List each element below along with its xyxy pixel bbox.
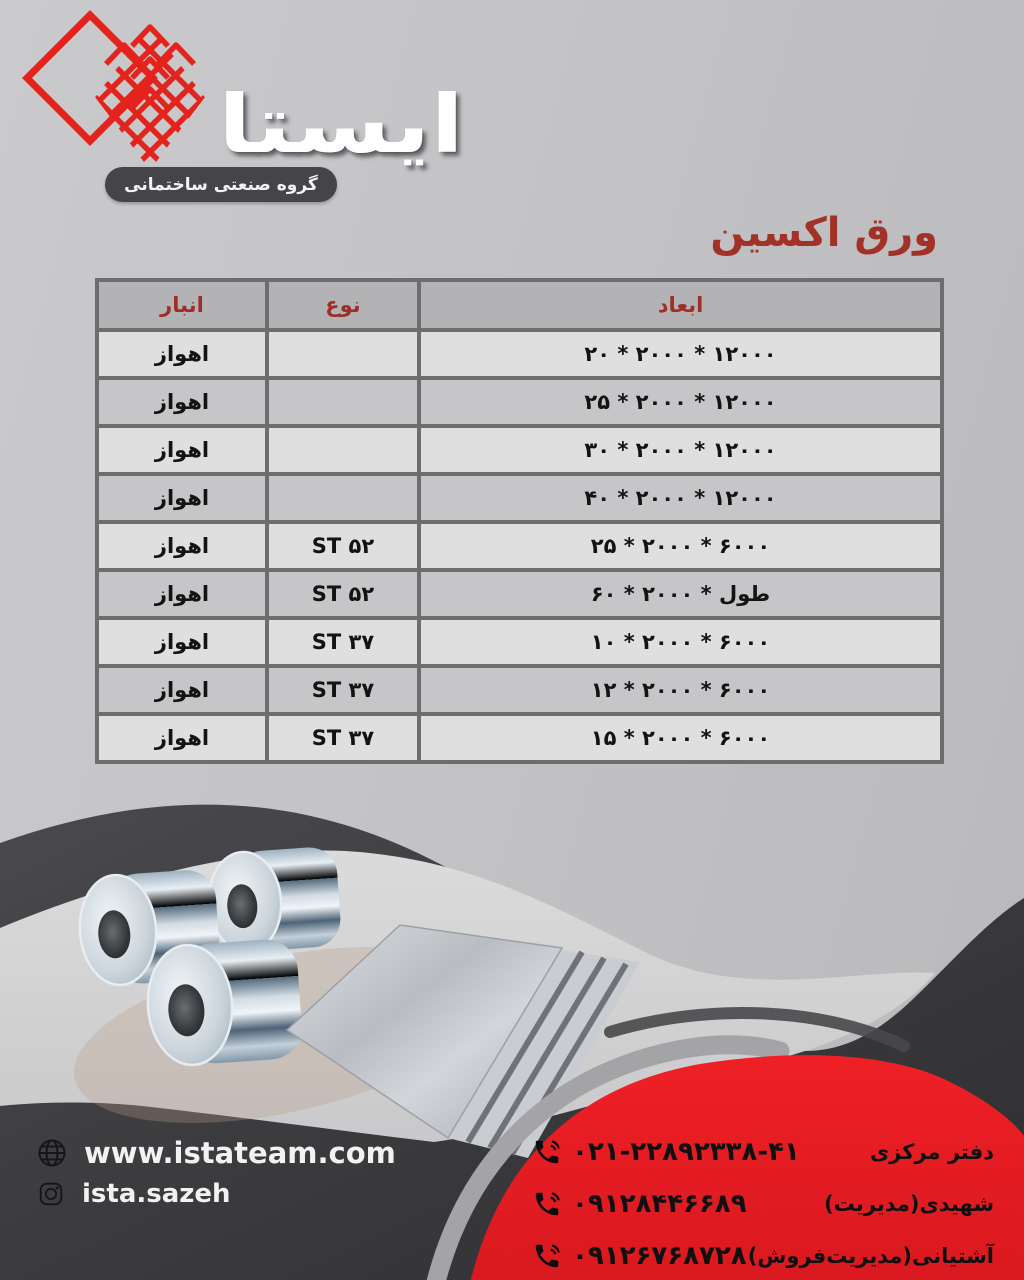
table-row: اهواز ۱۲۰۰۰ * ۲۰۰۰ * ۴۰ xyxy=(95,472,944,524)
table-row: اهواز ST ۳۷ ۶۰۰۰ * ۲۰۰۰ * ۱۰ xyxy=(95,616,944,668)
warehouse-cell: اهواز xyxy=(95,328,269,380)
type-cell xyxy=(265,328,421,380)
page-title: ورق اکسین xyxy=(710,210,938,256)
warehouse-cell: اهواز xyxy=(95,424,269,476)
table-row: اهواز ST ۵۲ طول * ۲۰۰۰ * ۶۰ xyxy=(95,568,944,620)
price-table: انبار نوع ابعاد اهواز ۱۲۰۰۰ * ۲۰۰۰ * ۲۰ … xyxy=(95,278,944,764)
type-cell xyxy=(265,424,421,476)
brand-name: ایستا xyxy=(218,78,464,171)
dimensions-cell: ۱۲۰۰۰ * ۲۰۰۰ * ۲۰ xyxy=(417,328,944,380)
warehouse-cell: اهواز xyxy=(95,712,269,764)
website-row: www.istateam.com xyxy=(36,1136,396,1170)
phone-icon xyxy=(535,1244,560,1268)
type-cell: ST ۵۲ xyxy=(265,520,421,572)
dimensions-cell: ۶۰۰۰ * ۲۰۰۰ * ۱۰ xyxy=(417,616,944,668)
warehouse-cell: اهواز xyxy=(95,568,269,620)
warehouse-cell: اهواز xyxy=(95,472,269,524)
steel-sheets-image xyxy=(285,924,640,1158)
dimensions-cell: ۶۰۰۰ * ۲۰۰۰ * ۱۵ xyxy=(417,712,944,764)
table-row: اهواز ۱۲۰۰۰ * ۲۰۰۰ * ۲۰ xyxy=(95,328,944,380)
contact-list: ۰۲۱-۲۲۸۹۲۳۳۸-۴۱ دفتر مرکزی ۰۹۱۲۸۴۴۶۶۸۹ ش… xyxy=(532,1132,994,1276)
header-dimensions: ابعاد xyxy=(417,278,944,332)
type-cell: ST ۳۷ xyxy=(265,616,421,668)
instagram-row: ista.sazeh xyxy=(36,1179,396,1209)
gray-stripe xyxy=(426,1035,790,1280)
table-header-row: انبار نوع ابعاد xyxy=(95,278,944,332)
phone-number[interactable]: ۰۲۱-۲۲۸۹۲۳۳۸-۴۱ xyxy=(572,1137,800,1167)
warehouse-cell: اهواز xyxy=(95,520,269,572)
steel-coils-image xyxy=(78,847,341,1067)
contact-label: دفتر مرکزی xyxy=(869,1140,994,1164)
warehouse-cell: اهواز xyxy=(95,664,269,716)
dimensions-cell: ۱۲۰۰۰ * ۲۰۰۰ * ۲۵ xyxy=(417,376,944,428)
instagram-icon xyxy=(39,1182,63,1206)
brand-logo: ایستا گروه صنعتی ساختمانی xyxy=(20,0,640,220)
contact-label: شهیدی(مدیریت) xyxy=(824,1192,994,1216)
type-cell: ST ۳۷ xyxy=(265,712,421,764)
table-row: اهواز ۱۲۰۰۰ * ۲۰۰۰ * ۲۵ xyxy=(95,376,944,428)
dimensions-cell: ۶۰۰۰ * ۲۰۰۰ * ۱۲ xyxy=(417,664,944,716)
type-cell xyxy=(265,472,421,524)
phone-number[interactable]: ۰۹۱۲۶۷۶۸۷۲۸ xyxy=(572,1241,747,1271)
brand-tagline: گروه صنعتی ساختمانی xyxy=(105,167,337,202)
header-type: نوع xyxy=(265,278,421,332)
header-warehouse: انبار xyxy=(95,278,269,332)
contact-row-management: ۰۹۱۲۸۴۴۶۶۸۹ شهیدی(مدیریت) xyxy=(532,1184,994,1224)
type-cell xyxy=(265,376,421,428)
globe-icon xyxy=(38,1139,66,1167)
phone-icon xyxy=(535,1192,560,1216)
warehouse-cell: اهواز xyxy=(95,616,269,668)
type-cell: ST ۳۷ xyxy=(265,664,421,716)
brand-lattice-icon xyxy=(22,10,205,170)
red-contact-panel xyxy=(470,1055,1024,1280)
table-row: اهواز ST ۳۷ ۶۰۰۰ * ۲۰۰۰ * ۱۲ xyxy=(95,664,944,716)
contact-label: آشتیانی(مدیریت‌فروش) xyxy=(747,1244,994,1268)
table-row: اهواز ۱۲۰۰۰ * ۲۰۰۰ * ۳۰ xyxy=(95,424,944,476)
warehouse-cell: اهواز xyxy=(95,376,269,428)
dimensions-cell: ۱۲۰۰۰ * ۲۰۰۰ * ۳۰ xyxy=(417,424,944,476)
dimensions-cell: طول * ۲۰۰۰ * ۶۰ xyxy=(417,568,944,620)
shade-arc xyxy=(604,1006,910,1052)
instagram-handle[interactable]: ista.sazeh xyxy=(82,1179,231,1209)
contact-row-sales: ۰۹۱۲۶۷۶۸۷۲۸ آشتیانی(مدیریت‌فروش) xyxy=(532,1236,994,1276)
footer-web-links: www.istateam.com ista.sazeh xyxy=(36,1136,396,1209)
contact-row-office: ۰۲۱-۲۲۸۹۲۳۳۸-۴۱ دفتر مرکزی xyxy=(532,1132,994,1172)
table-row: اهواز ST ۵۲ ۶۰۰۰ * ۲۰۰۰ * ۲۵ xyxy=(95,520,944,572)
dimensions-cell: ۱۲۰۰۰ * ۲۰۰۰ * ۴۰ xyxy=(417,472,944,524)
table-row: اهواز ST ۳۷ ۶۰۰۰ * ۲۰۰۰ * ۱۵ xyxy=(95,712,944,764)
dimensions-cell: ۶۰۰۰ * ۲۰۰۰ * ۲۵ xyxy=(417,520,944,572)
website-url[interactable]: www.istateam.com xyxy=(84,1136,396,1170)
type-cell: ST ۵۲ xyxy=(265,568,421,620)
phone-number[interactable]: ۰۹۱۲۸۴۴۶۶۸۹ xyxy=(572,1189,747,1219)
phone-icon xyxy=(535,1140,560,1164)
